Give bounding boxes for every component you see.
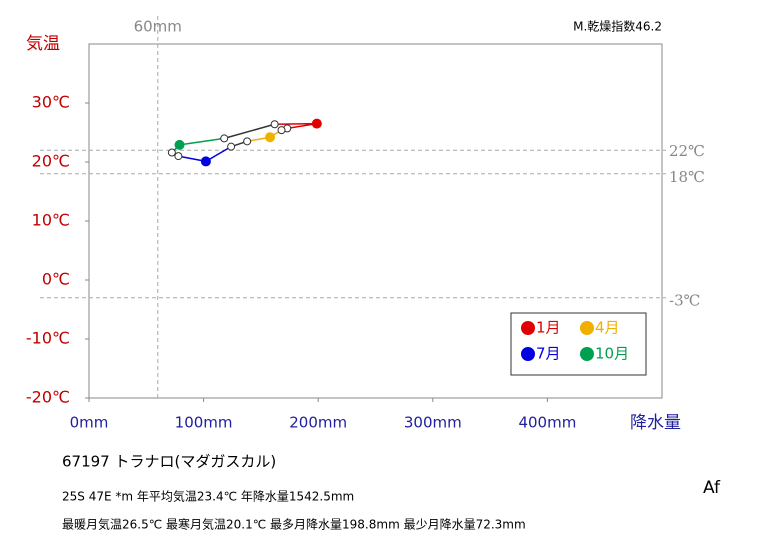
climate-line bbox=[274, 122, 317, 125]
month-point bbox=[167, 148, 176, 157]
legend-box bbox=[510, 312, 647, 376]
climate-class: Af bbox=[703, 478, 721, 498]
x-tick-label: 300mm bbox=[404, 414, 462, 432]
month-point bbox=[220, 134, 229, 143]
month-point bbox=[174, 152, 183, 161]
chart-title: 67197 トラナロ(マダガスカル) bbox=[62, 453, 276, 471]
legend-marker bbox=[521, 347, 535, 361]
y-tick-label: 20℃ bbox=[32, 152, 70, 171]
legend-label: 4月 bbox=[595, 319, 620, 337]
climate-line bbox=[179, 137, 225, 146]
reference-label: 18℃ bbox=[669, 168, 705, 186]
month-point bbox=[277, 126, 286, 135]
y-tick-label: -20℃ bbox=[26, 388, 70, 407]
legend-label: 1月 bbox=[536, 319, 561, 337]
month-point bbox=[174, 139, 185, 150]
y-tick-label: 10℃ bbox=[32, 211, 70, 230]
month-point bbox=[270, 120, 279, 129]
reference-label: 22℃ bbox=[669, 142, 705, 160]
reference-label: -3℃ bbox=[669, 292, 700, 310]
x-tick-label: 400mm bbox=[518, 414, 576, 432]
legend-label: 7月 bbox=[536, 345, 561, 363]
climate-line bbox=[224, 123, 275, 140]
month-point bbox=[243, 137, 252, 146]
month-point bbox=[265, 132, 276, 143]
month-point bbox=[311, 118, 322, 129]
legend-marker bbox=[521, 321, 535, 335]
x-tick-label: 100mm bbox=[175, 414, 233, 432]
legend-marker bbox=[580, 321, 594, 335]
y-tick-label: 0℃ bbox=[42, 270, 70, 289]
legend-marker bbox=[580, 347, 594, 361]
info-line: 最暖月気温26.5℃ 最寒月気温20.1℃ 最多月降水量198.8mm 最少月降… bbox=[62, 517, 526, 532]
legend-label: 10月 bbox=[595, 345, 629, 363]
index-label: M.乾燥指数46.2 bbox=[573, 19, 662, 34]
reference-label: 60mm bbox=[134, 18, 182, 36]
y-tick-label: -10℃ bbox=[26, 329, 70, 348]
info-line: 25S 47E *m 年平均気温23.4℃ 年降水量1542.5mm bbox=[62, 489, 354, 504]
x-axis-label: 降水量 bbox=[630, 413, 681, 433]
y-axis-label: 気温 bbox=[26, 34, 60, 54]
x-tick-label: 200mm bbox=[289, 414, 347, 432]
month-point bbox=[227, 142, 236, 151]
y-tick-label: 30℃ bbox=[32, 93, 70, 112]
month-point bbox=[200, 156, 211, 167]
x-tick-label: 0mm bbox=[70, 414, 109, 432]
